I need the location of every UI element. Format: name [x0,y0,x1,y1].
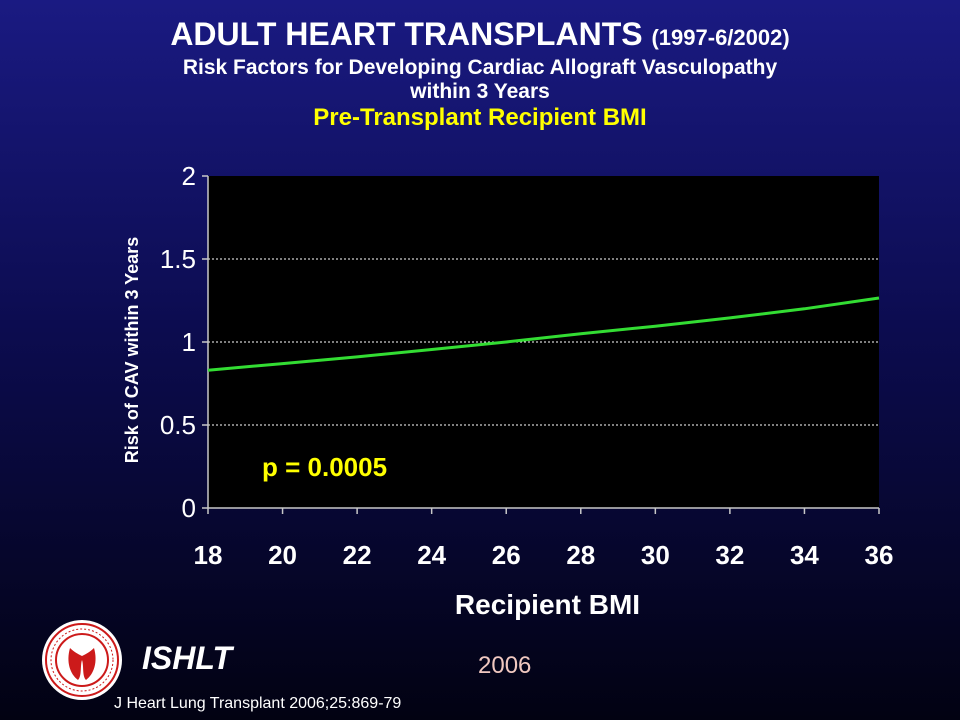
x-tick-label: 34 [790,540,819,570]
y-tick-label: 0 [182,493,196,523]
page-title: ADULT HEART TRANSPLANTS (1997-6/2002) [0,16,960,56]
x-tick-label: 36 [865,540,894,570]
x-tick-label: 26 [492,540,521,570]
x-tick-label: 22 [343,540,372,570]
citation: J Heart Lung Transplant 2006;25:869-79 [114,695,402,712]
chart-title: Pre-Transplant Recipient BMI [313,104,647,131]
x-tick-label: 18 [194,540,223,570]
series-line [207,296,880,372]
y-tick-label: 1 [182,327,196,357]
x-tick-label: 24 [417,540,446,570]
title-text: ADULT HEART TRANSPLANTS [170,16,643,52]
x-tick-label: 28 [566,540,595,570]
y-axis-label: Risk of CAV within 3 Years [122,237,142,463]
x-tick-label: 32 [715,540,744,570]
title-block: ADULT HEART TRANSPLANTS (1997-6/2002) Ri… [0,16,960,132]
subtitle-line-1: Risk Factors for Developing Cardiac Allo… [182,56,778,79]
p-value-annotation: p = 0.0005 [262,452,387,482]
title-years: (1997-6/2002) [651,25,790,50]
ishlt-seal-icon [42,620,122,700]
y-tick-label: 0.5 [160,410,196,440]
subtitle-line-2: within 3 Years [410,80,550,103]
y-tick-label: 1.5 [160,244,196,274]
x-axis-label: Recipient BMI [455,589,640,620]
year-label: 2006 [478,652,532,679]
x-tick-label: 30 [641,540,670,570]
plot-area [208,176,879,508]
y-tick-label: 2 [182,161,196,191]
x-tick-label: 20 [268,540,297,570]
org-name: ISHLT [142,640,233,676]
